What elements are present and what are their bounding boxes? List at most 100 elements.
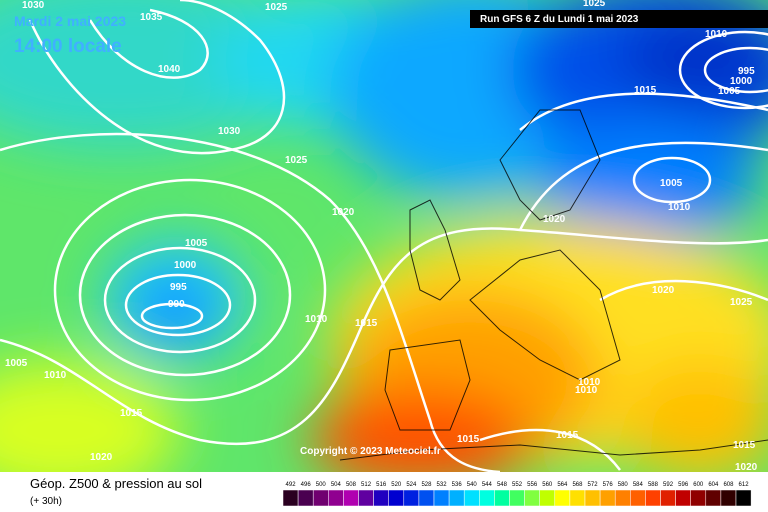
scale-label: 504 xyxy=(331,482,342,488)
scale-swatch xyxy=(328,489,344,507)
isobar-label: 1015 xyxy=(556,430,579,441)
isobar-label: 1015 xyxy=(355,318,378,329)
scale-label: 580 xyxy=(618,482,629,488)
scale-swatch xyxy=(569,489,586,507)
coastlines xyxy=(339,109,768,461)
scale-label: 564 xyxy=(557,482,568,488)
scale-swatch xyxy=(479,489,495,507)
scale-swatch xyxy=(645,489,661,507)
scale-label: 572 xyxy=(588,482,599,488)
isobar-label: 995 xyxy=(738,66,755,77)
scale-swatch xyxy=(584,489,601,507)
isobar-label: 1020 xyxy=(332,207,355,218)
scale-swatch xyxy=(735,489,752,507)
scale-swatch xyxy=(282,489,299,507)
scale-label: 512 xyxy=(361,482,372,488)
scale-label: 544 xyxy=(482,482,493,488)
scale-label: 500 xyxy=(316,482,327,488)
footer-lead: (+ 30h) xyxy=(30,496,62,507)
date-label: Mardi 2 mai 2023 xyxy=(14,13,126,29)
isobar-label: 1025 xyxy=(730,297,753,308)
scale-label: 508 xyxy=(346,482,357,488)
scale-swatch xyxy=(509,489,525,507)
isobar-label: 990 xyxy=(168,299,185,310)
scale-swatch xyxy=(343,489,359,507)
scale-swatch xyxy=(660,489,676,507)
isobar-label: 1010 xyxy=(578,377,601,388)
isobar-label: 1025 xyxy=(285,155,308,166)
isobar-label: 1025 xyxy=(265,2,288,13)
scale-label: 552 xyxy=(512,482,523,488)
scale-swatch xyxy=(630,489,646,507)
scale-label: 492 xyxy=(286,482,297,488)
scale-swatch xyxy=(599,489,616,507)
isobar-label: 1010 xyxy=(705,29,728,40)
isobar-label: 1015 xyxy=(733,440,756,451)
scale-swatch xyxy=(554,489,571,507)
run-label: Run GFS 6 Z du Lundi 1 mai 2023 xyxy=(480,14,639,25)
isobar-label: 1015 xyxy=(457,434,480,445)
scale-label: 604 xyxy=(708,482,719,488)
isobar-labels: 1030103510401025103010251020100510009959… xyxy=(5,0,758,473)
isobar-label: 1040 xyxy=(158,64,181,75)
scale-swatch xyxy=(403,489,420,507)
isobar-label: 1000 xyxy=(730,76,753,87)
isobar-label: 1005 xyxy=(5,358,28,369)
color-scale: 492 496 500 504 508 512 516 520 524 528 532 536 540 5… xyxy=(282,482,752,507)
scale-label: 496 xyxy=(301,482,312,488)
copyright: Copyright © 2023 Meteociel.fr xyxy=(300,446,441,457)
isobar-label: 1025 xyxy=(583,0,606,9)
scale-swatch xyxy=(463,489,480,507)
isobar-label: 1030 xyxy=(218,126,241,137)
scale-swatch xyxy=(388,489,405,507)
field xyxy=(0,0,768,472)
scale-swatch xyxy=(433,489,450,507)
isobar-label: 1020 xyxy=(90,452,113,463)
isobar-label: 1010 xyxy=(44,370,67,381)
isobars xyxy=(0,0,768,472)
scale-swatch xyxy=(373,489,389,507)
isobar-label: 1010 xyxy=(575,385,598,396)
isobar-label: 1005 xyxy=(660,178,683,189)
scale-swatch xyxy=(675,489,691,507)
scale-label: 600 xyxy=(693,482,704,488)
scale-label: 612 xyxy=(739,482,750,488)
scale-swatch xyxy=(448,489,465,507)
scale-label: 560 xyxy=(542,482,553,488)
scale-label: 596 xyxy=(678,482,689,488)
isobar-label: 1000 xyxy=(174,260,197,271)
scale-label: 532 xyxy=(437,482,448,488)
scale-swatch xyxy=(418,489,435,507)
scale-swatch xyxy=(494,489,510,507)
scale-label: 576 xyxy=(603,482,614,488)
scale-label: 548 xyxy=(497,482,508,488)
scale-label: 520 xyxy=(391,482,402,488)
scale-label: 584 xyxy=(633,482,644,488)
isobar-label: 1005 xyxy=(185,238,208,249)
footer-title: Géop. Z500 & pression au sol xyxy=(30,476,202,491)
scale-label: 588 xyxy=(648,482,659,488)
scale-label: 536 xyxy=(452,482,463,488)
isobar-label: 1020 xyxy=(735,462,758,473)
scale-label: 528 xyxy=(421,482,432,488)
scale-swatch xyxy=(705,489,722,507)
isobar-label: 995 xyxy=(170,282,187,293)
scale-swatch xyxy=(690,489,707,507)
run-box xyxy=(470,10,768,28)
scale-swatch xyxy=(524,489,540,507)
isobar-label: 1015 xyxy=(120,408,143,419)
scale-label: 608 xyxy=(723,482,734,488)
isobar-label: 1015 xyxy=(634,85,657,96)
scale-label: 540 xyxy=(467,482,478,488)
isobar-label: 1010 xyxy=(305,314,328,325)
scale-swatch xyxy=(358,489,374,507)
isobar-label: 1005 xyxy=(718,86,741,97)
scale-swatch xyxy=(297,489,314,507)
isobar-label: 1010 xyxy=(668,202,691,213)
isobar-label: 1035 xyxy=(140,12,163,23)
scale-label: 592 xyxy=(663,482,674,488)
scale-swatch xyxy=(312,489,329,507)
scale-label: 568 xyxy=(572,482,583,488)
